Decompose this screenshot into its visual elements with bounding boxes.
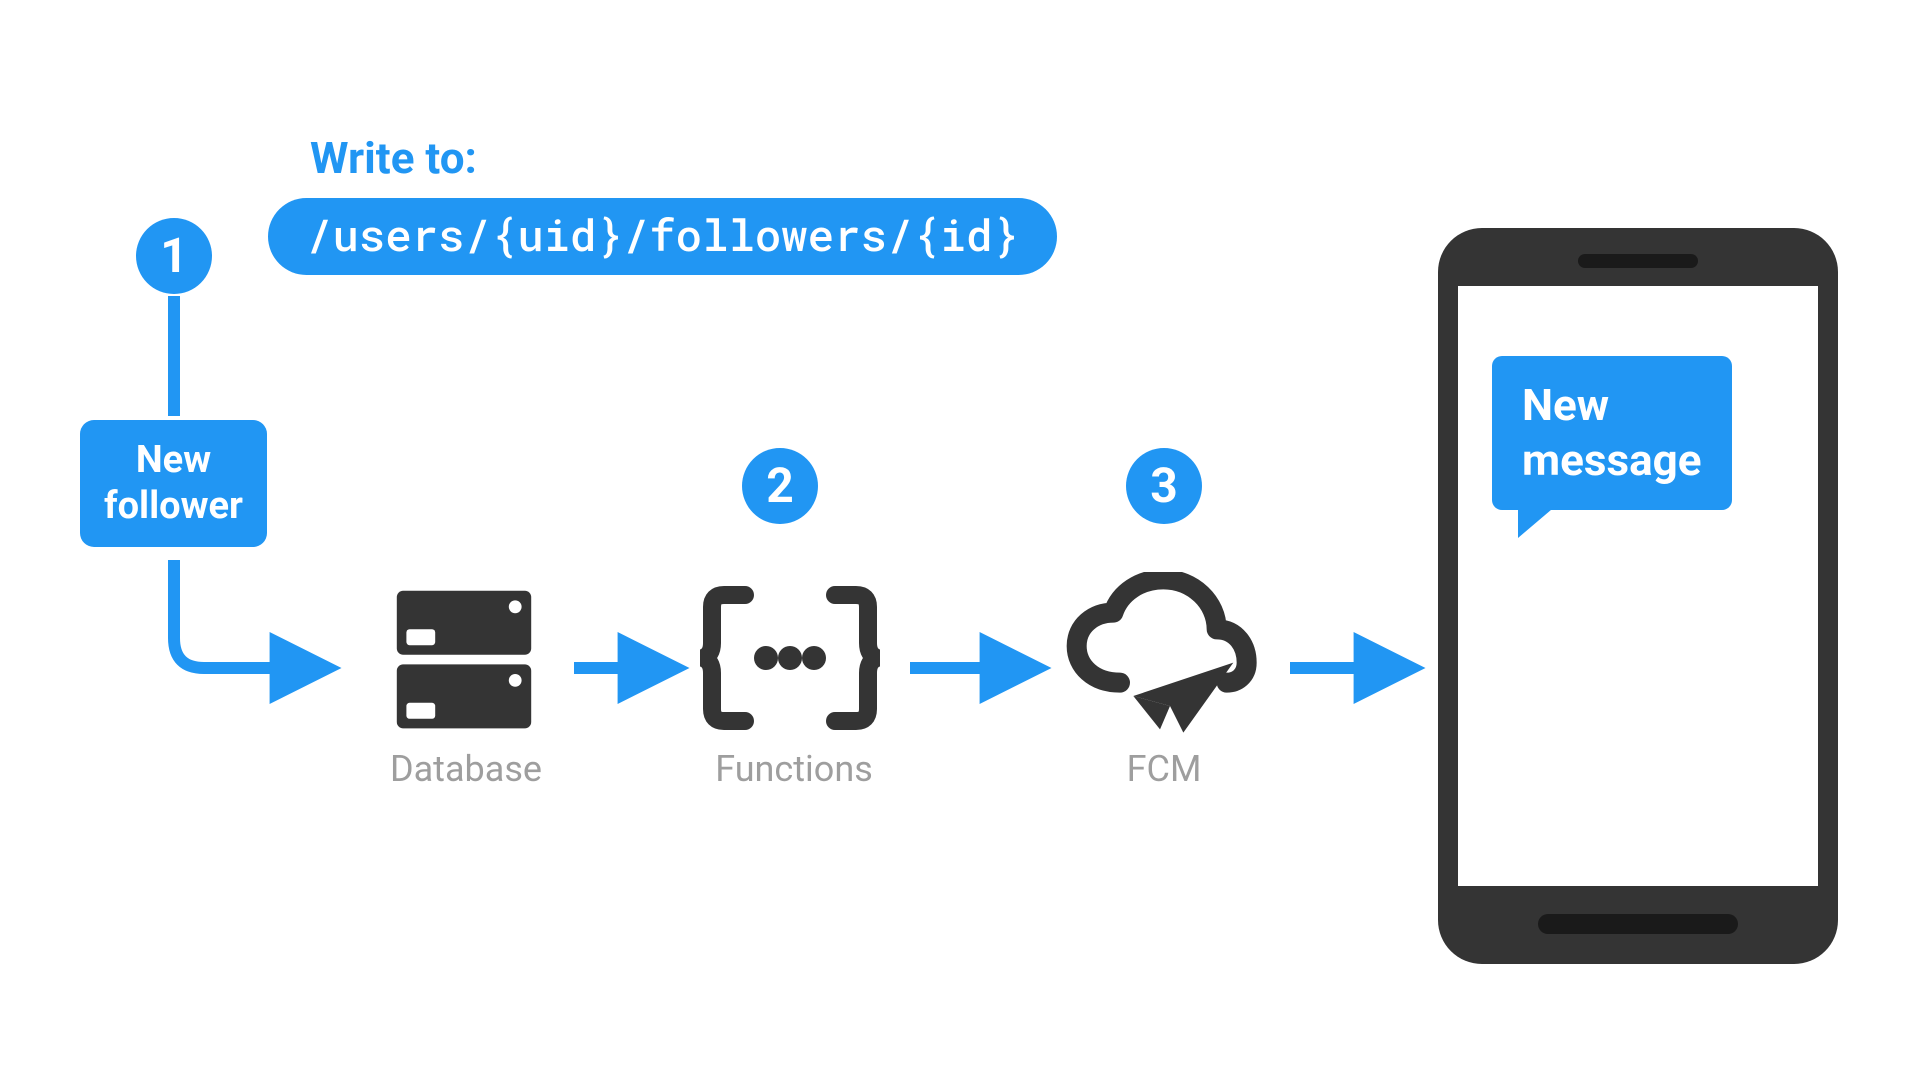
new-follower-box: New follower [80,420,267,547]
database-icon [384,578,544,742]
phone-homebar [1538,914,1738,934]
new-message-bubble: New message [1492,356,1732,510]
step-badge-3: 3 [1126,448,1202,524]
arrow-follower-to-database [174,560,320,668]
phone-screen: New message [1458,286,1818,886]
phone-device-icon: New message [1438,228,1838,964]
diagram-canvas: Write to: /users/{uid}/followers/{id} 1 … [0,0,1920,1080]
fcm-icon [1060,572,1260,744]
phone-speaker [1578,254,1698,268]
step-badge-2: 2 [742,448,818,524]
functions-label: Functions [694,748,894,790]
functions-icon [700,578,880,742]
fcm-label: FCM [1064,748,1264,790]
database-label: Database [366,748,566,790]
